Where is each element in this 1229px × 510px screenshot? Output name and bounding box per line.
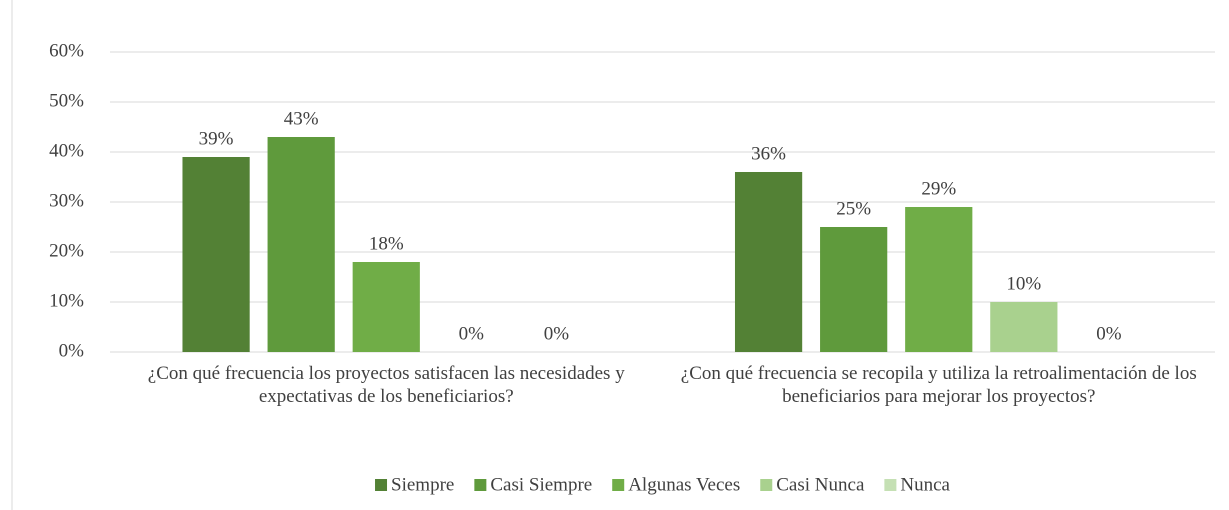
y-tick-label: 10% (49, 290, 84, 311)
y-tick-label: 50% (49, 90, 84, 111)
data-label: 18% (369, 233, 404, 254)
x-tick-label-box: ¿Con qué frecuencia los proyectos satisf… (147, 363, 625, 407)
legend-swatch (760, 479, 773, 491)
data-label: 43% (284, 108, 319, 129)
y-tick-label: 30% (49, 190, 84, 211)
data-label: 0% (1096, 323, 1122, 344)
legend-swatch (884, 479, 897, 491)
legend-swatch (612, 479, 625, 491)
x-tick-label-box: ¿Con qué frecuencia se recopila y utiliz… (680, 363, 1197, 407)
data-label: 0% (459, 323, 485, 344)
y-tick-label: 20% (49, 240, 84, 261)
x-tick-label: ¿Con qué frecuencia los proyectos satisf… (147, 363, 625, 407)
y-tick-label: 0% (59, 340, 85, 361)
data-label: 36% (751, 143, 786, 164)
legend-label: Casi Nunca (776, 474, 865, 495)
bar (352, 262, 420, 352)
legend-label: Algunas Veces (628, 474, 740, 495)
bar (990, 302, 1058, 352)
x-tick-label: ¿Con qué frecuencia se recopila y utiliz… (680, 363, 1197, 407)
legend-label: Nunca (900, 474, 950, 495)
data-label: 0% (544, 323, 570, 344)
data-label: 39% (199, 128, 234, 149)
legend-swatch (474, 479, 487, 491)
data-label: 25% (836, 198, 871, 219)
y-tick-label: 40% (49, 140, 84, 161)
bar (820, 227, 888, 352)
legend: Siempre Casi Siempre Algunas Veces Casi Nun… (375, 474, 951, 495)
bar (267, 137, 335, 352)
bar (905, 207, 973, 352)
bar (182, 157, 250, 352)
data-label: 10% (1006, 273, 1041, 294)
y-tick-label: 60% (49, 40, 84, 61)
legend-label: Siempre (391, 474, 454, 495)
legend-swatch (375, 479, 388, 491)
legend-label: Casi Siempre (490, 474, 592, 495)
data-label: 29% (921, 178, 956, 199)
bar (734, 172, 803, 352)
